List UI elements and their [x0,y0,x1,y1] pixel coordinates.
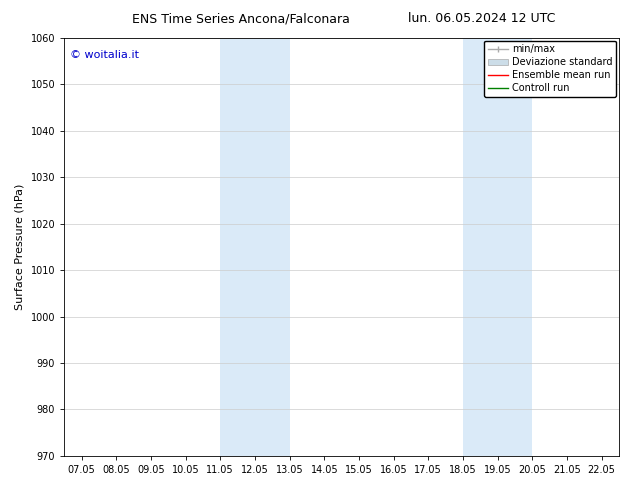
Text: © woitalia.it: © woitalia.it [70,50,139,60]
Y-axis label: Surface Pressure (hPa): Surface Pressure (hPa) [15,184,25,310]
Text: ENS Time Series Ancona/Falconara: ENS Time Series Ancona/Falconara [132,12,350,25]
Text: lun. 06.05.2024 12 UTC: lun. 06.05.2024 12 UTC [408,12,555,25]
Bar [463,38,533,456]
Bar [220,38,290,456]
Legend: min/max, Deviazione standard, Ensemble mean run, Controll run: min/max, Deviazione standard, Ensemble m… [484,41,616,97]
